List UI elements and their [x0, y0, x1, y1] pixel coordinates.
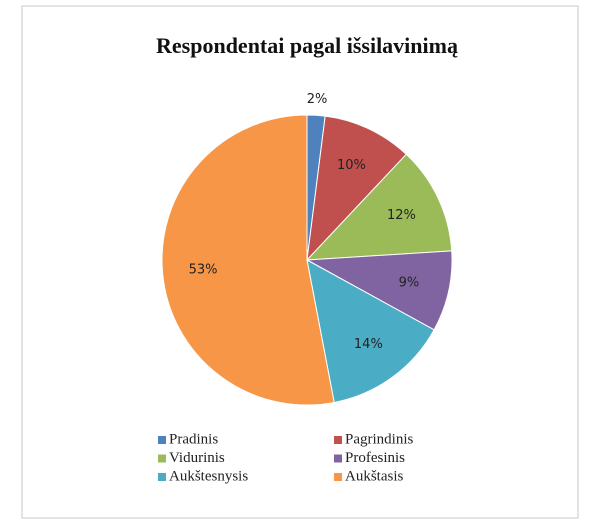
legend-swatch — [158, 473, 166, 481]
pie-slice — [305, 153, 453, 261]
data-label: 53% — [189, 262, 218, 277]
chart-title: Respondentai pagal išsilavinimą — [156, 33, 458, 58]
data-label: 14% — [354, 337, 383, 352]
data-label: 9% — [399, 275, 420, 290]
pie-slice — [306, 115, 407, 262]
data-label: 2% — [307, 92, 328, 107]
legend-swatch — [334, 473, 342, 481]
legend-swatch — [334, 454, 342, 463]
legend-label: Vidurinis — [169, 450, 225, 466]
legend-label: Profesinis — [345, 450, 405, 466]
pie-slice — [161, 114, 335, 406]
data-label: 10% — [337, 158, 366, 173]
legend-label: Pagrindinis — [345, 431, 413, 447]
legend-label: Aukštasis — [345, 468, 404, 484]
data-label: 12% — [387, 208, 416, 223]
legend-swatch — [158, 454, 166, 463]
legend-label: Pradinis — [169, 431, 218, 447]
legend-label: Aukštesnysis — [169, 468, 248, 484]
pie-slice — [305, 250, 453, 331]
legend-swatch — [334, 436, 342, 444]
pie-slice — [306, 259, 435, 404]
legend-swatch — [158, 436, 166, 444]
